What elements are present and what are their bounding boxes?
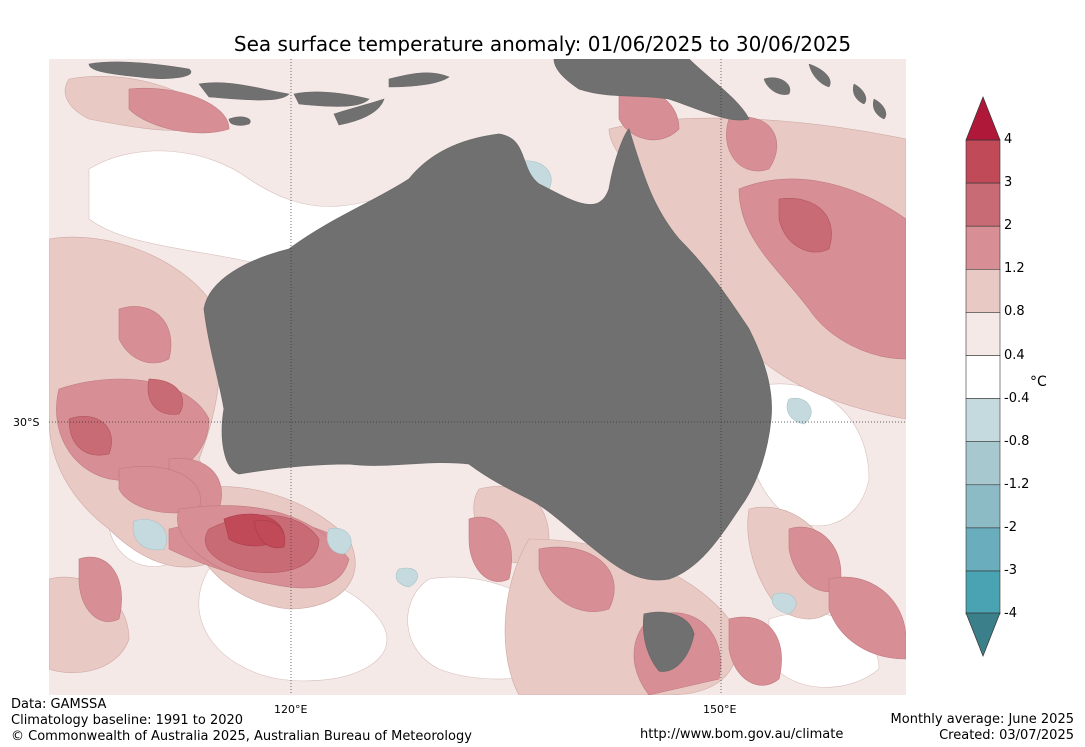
lon-label-150e: 150°E <box>703 703 737 716</box>
colorbar-band <box>965 182 1001 227</box>
tasmania-landmass <box>642 611 695 672</box>
colorbar <box>965 96 1001 657</box>
monthly-average-text: Monthly average: June 2025 <box>890 712 1074 727</box>
colorbar-band <box>965 441 1001 486</box>
colorbar-band <box>965 398 1001 443</box>
lat-label-30s: 30°S <box>13 416 40 429</box>
lon-label-120e: 120°E <box>274 703 308 716</box>
colorbar-tick-label: -2 <box>1004 519 1017 535</box>
data-source-text: Data: GAMSSA <box>11 697 107 712</box>
colorbar-band <box>965 139 1001 184</box>
baseline-text: Climatology baseline: 1991 to 2020 <box>11 713 244 728</box>
footer-url[interactable]: http://www.bom.gov.au/climate <box>640 727 844 742</box>
created-date-text: Created: 03/07/2025 <box>939 728 1074 743</box>
colorbar-tick-label: 4 <box>1004 132 1013 147</box>
map-canvas <box>49 59 906 695</box>
footer-left: Data: GAMSSA Climatology baseline: 1991 … <box>11 697 472 745</box>
colorbar-tick-label: -4 <box>1004 606 1017 622</box>
colorbar-tick-label: -0.8 <box>1004 433 1030 449</box>
colorbar-tick-label: 3 <box>1004 175 1013 191</box>
pacific-islands <box>763 63 887 120</box>
anomaly-map <box>49 59 906 695</box>
colorbar-tick-label: -3 <box>1004 563 1017 578</box>
colorbar-tick-label: 2 <box>1004 218 1013 234</box>
copyright-text: © Commonwealth of Australia 2025, Austra… <box>11 729 472 744</box>
colorbar-tick-label: -1.2 <box>1004 476 1030 492</box>
australia-landmass <box>203 128 772 581</box>
colorbar-tick-label: -0.4 <box>1004 390 1030 406</box>
map-title: Sea surface temperature anomaly: 01/06/2… <box>233 32 852 56</box>
colorbar-bands <box>965 139 1001 615</box>
colorbar-band <box>965 355 1001 399</box>
graticule <box>49 59 906 695</box>
colorbar-unit: °C <box>1030 374 1047 390</box>
colorbar-tick-label: 0.4 <box>1004 347 1025 363</box>
indonesia-islands <box>88 61 450 126</box>
colorbar-bottom-arrow <box>965 612 1001 657</box>
colorbar-band <box>965 269 1001 313</box>
colorbar-band <box>965 570 1001 615</box>
new-guinea-landmass <box>553 59 750 121</box>
colorbar-band <box>965 527 1001 572</box>
colorbar-band <box>965 225 1001 270</box>
footer-right: Monthly average: June 2025 Created: 03/0… <box>891 712 1074 744</box>
warm-anomaly-regions-very-strong <box>223 513 286 549</box>
colorbar-band <box>965 312 1001 356</box>
colorbar-tick-label: 0.8 <box>1004 304 1025 320</box>
colorbar-tick-label: 1.2 <box>1004 261 1025 277</box>
colorbar-band <box>965 484 1001 529</box>
colorbar-top-arrow <box>965 96 1001 141</box>
